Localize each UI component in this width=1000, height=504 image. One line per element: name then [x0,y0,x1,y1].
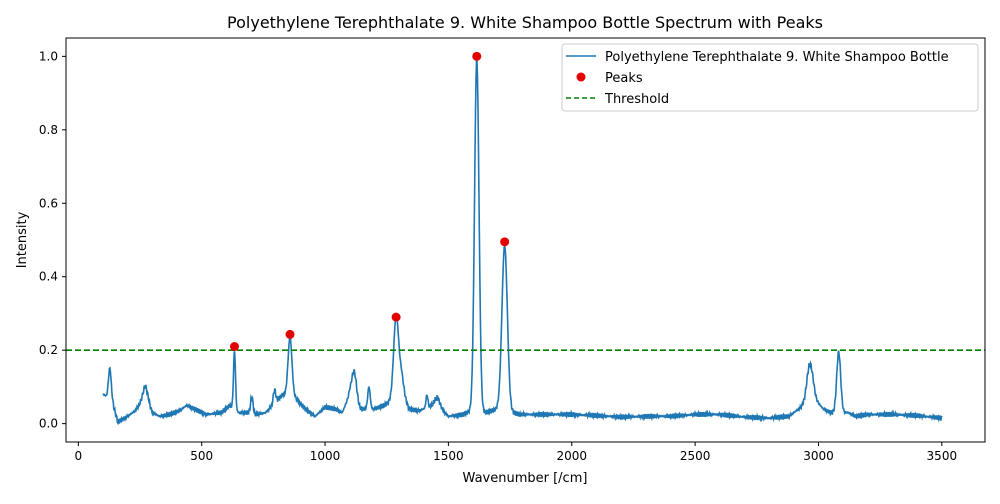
y-tick-label: 0.8 [39,123,58,137]
spectrum-line [102,58,943,426]
legend: Polyethylene Terephthalate 9. White Sham… [561,43,979,112]
y-tick-label: 0.6 [39,196,58,210]
peak-marker [230,342,240,352]
chart-title: Polyethylene Terephthalate 9. White Sham… [227,13,823,32]
x-tick-label: 3500 [927,449,958,463]
legend-box [561,43,979,112]
y-tick-label: 0.4 [39,270,58,284]
y-tick-label: 1.0 [39,49,58,63]
plot-content [66,51,985,426]
plot-frame [65,37,986,443]
peak-marker [472,51,482,61]
x-axis-label: Wavenumber [/cm] [463,471,588,486]
x-tick-label: 3000 [803,449,834,463]
legend-peak-swatch [576,72,586,82]
y-tick-label: 0.0 [39,417,58,431]
x-tick-label: 500 [190,449,213,463]
legend-label-peaks: Peaks [605,71,643,86]
y-axis-label: Intensity [15,211,30,268]
legend-label-spectrum: Polyethylene Terephthalate 9. White Sham… [605,50,949,65]
peak-marker [500,237,510,247]
x-tick-label: 1500 [433,449,464,463]
y-axis-ticks: 0.0 0.2 0.4 0.6 0.8 1.0 [39,49,66,431]
y-tick-label: 0.2 [39,343,58,357]
x-tick-label: 2500 [680,449,711,463]
x-tick-label: 0 [75,449,83,463]
peak-marker [285,329,295,339]
legend-label-threshold: Threshold [604,92,669,107]
x-axis-ticks: 0 500 1000 1500 2000 2500 3000 3500 [75,442,958,463]
x-tick-label: 1000 [310,449,341,463]
x-tick-label: 2000 [556,449,587,463]
peak-marker [391,312,401,322]
